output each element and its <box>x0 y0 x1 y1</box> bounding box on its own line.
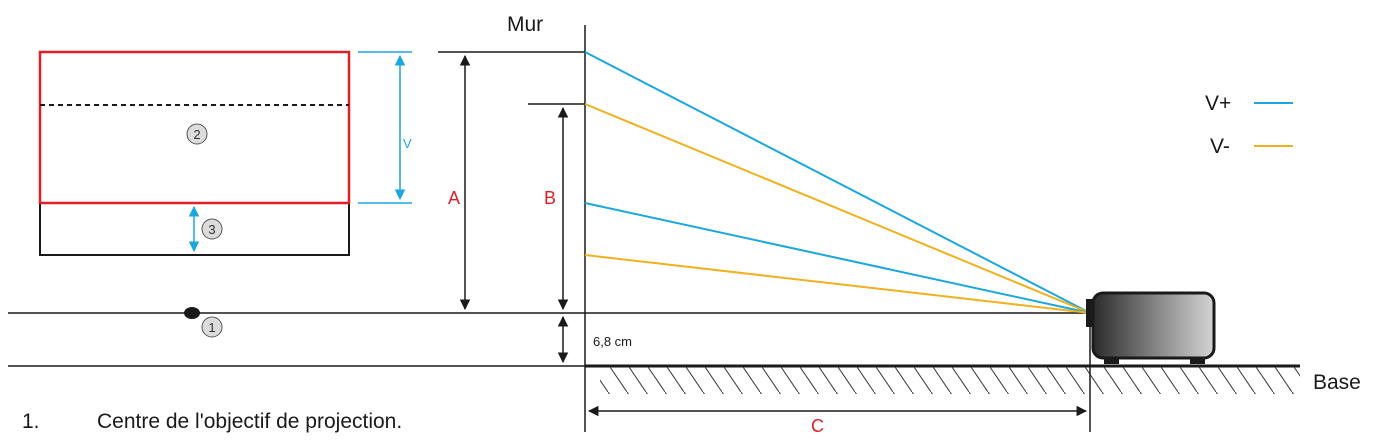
legend-v-minus-label: V- <box>1210 135 1230 158</box>
lens-center-marker: 1 <box>184 307 223 338</box>
legend: V+ V- <box>1205 92 1293 158</box>
screen-illustration: 2 3 <box>38 50 351 256</box>
dimension-v-label: V <box>403 136 412 151</box>
dimension-c-label: C <box>811 416 824 436</box>
base-label: Base <box>1313 371 1361 394</box>
ray-v-plus-bottom <box>584 202 1091 314</box>
marker-3: 3 <box>201 218 223 240</box>
ground-hatching <box>600 367 1300 394</box>
marker-3-label: 3 <box>208 222 215 237</box>
footnote-text: Centre de l'objectif de projection. <box>97 410 403 433</box>
ray-v-minus-top <box>584 103 1091 314</box>
footnote-number: 1. <box>22 410 40 433</box>
footnote: 1. Centre de l'objectif de projection. <box>22 410 402 434</box>
ray-v-plus-top <box>584 51 1091 314</box>
dimension-a: A <box>438 51 585 311</box>
marker-2-label: 2 <box>193 127 200 142</box>
dimension-b: B <box>528 103 585 311</box>
marker-2: 2 <box>186 123 208 145</box>
dimension-a-label: A <box>448 188 460 208</box>
dimension-c: C <box>587 405 1088 436</box>
dimension-offset: 6,8 cm <box>557 315 632 364</box>
legend-v-plus-label: V+ <box>1205 92 1231 115</box>
projector-icon <box>1086 291 1216 432</box>
dimension-v: V <box>358 51 412 204</box>
wall-label: Mur <box>507 13 543 36</box>
marker-1-label: 1 <box>208 320 215 335</box>
dimension-b-label: B <box>544 188 556 208</box>
projection-rays <box>584 51 1091 314</box>
screen-image-area <box>38 50 351 205</box>
ray-v-minus-bottom <box>584 254 1091 314</box>
offset-label: 6,8 cm <box>593 334 632 349</box>
